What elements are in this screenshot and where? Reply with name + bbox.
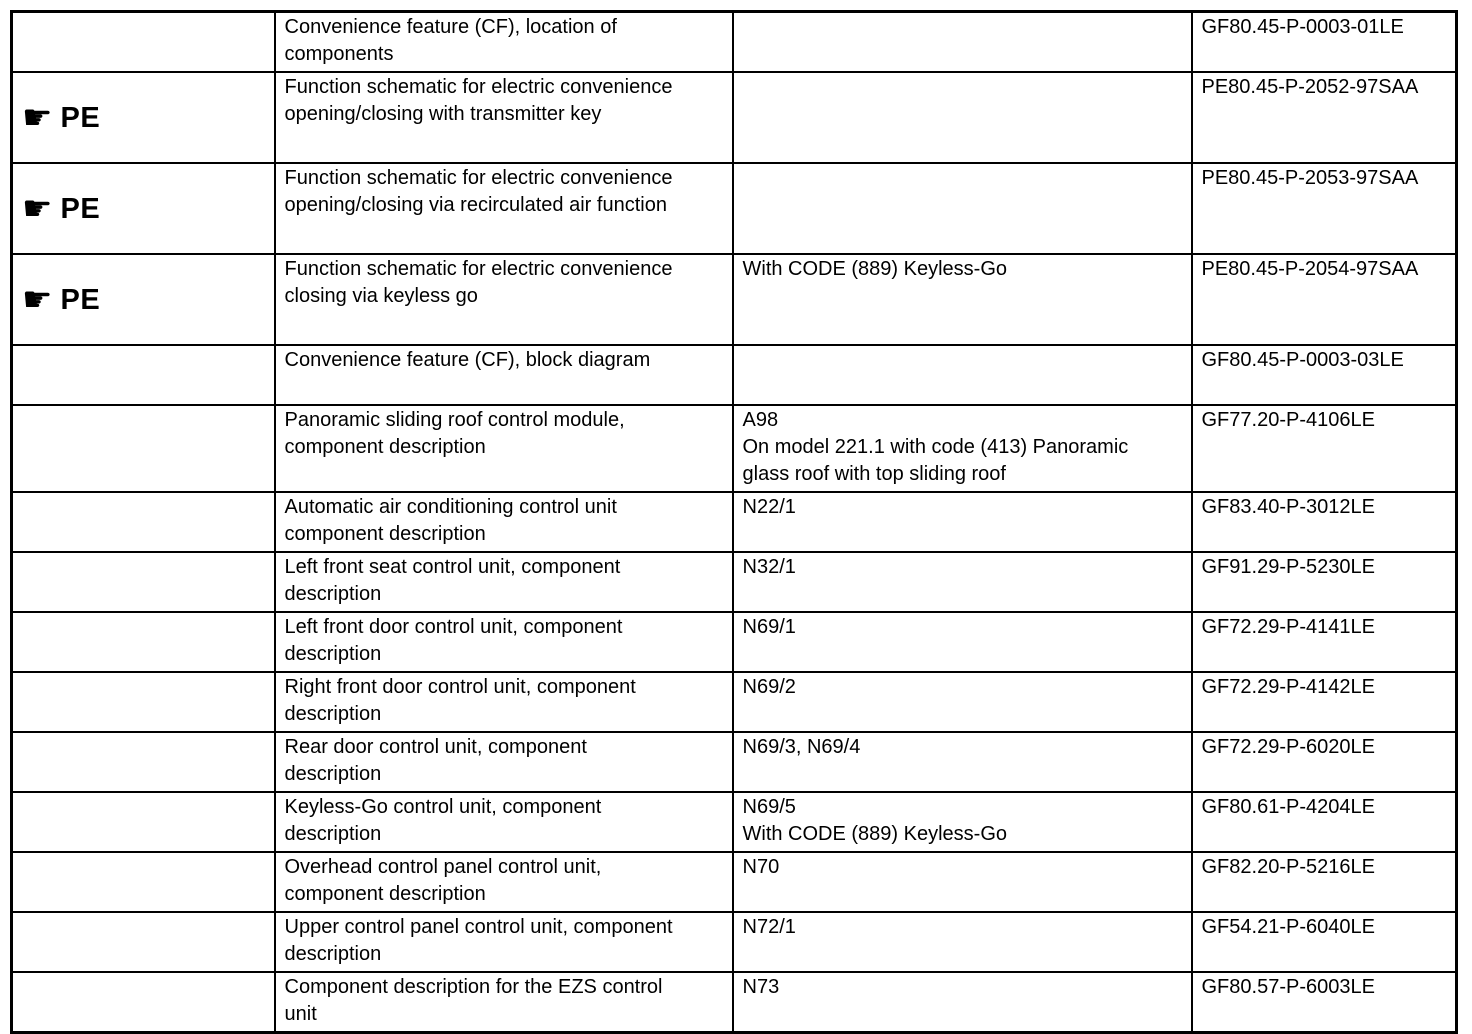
cell-document-code: GF83.40-P-3012LE — [1190, 491, 1458, 553]
cell-pe-link — [10, 791, 276, 853]
cell-document-code: PE80.45-P-2052-97SAA — [1190, 71, 1458, 164]
cell-document-code: GF80.45-P-0003-01LE — [1190, 10, 1458, 73]
cell-description: Function schematic for electric convenie… — [273, 162, 734, 255]
table-row: Left front seat control unit, component … — [10, 551, 1458, 613]
cell-document-code: PE80.45-P-2053-97SAA — [1190, 162, 1458, 255]
cell-pe-link — [10, 611, 276, 673]
cell-pe-link — [10, 491, 276, 553]
table-row: Convenience feature (CF), location of co… — [10, 10, 1458, 73]
cell-description: Component description for the EZS contro… — [273, 971, 734, 1034]
cell-note: N69/5 With CODE (889) Keyless-Go — [731, 791, 1193, 853]
cell-pe-link — [10, 344, 276, 406]
table-row: Overhead control panel control unit, com… — [10, 851, 1458, 913]
cell-description: Panoramic sliding roof control module, c… — [273, 404, 734, 493]
cell-description: Convenience feature (CF), block diagram — [273, 344, 734, 406]
cell-note: N69/2 — [731, 671, 1193, 733]
cell-description: Right front door control unit, component… — [273, 671, 734, 733]
cell-description: Keyless-Go control unit, component descr… — [273, 791, 734, 853]
cell-pe-link: ☛ PE — [10, 253, 276, 346]
cell-pe-link — [10, 10, 276, 73]
cell-note: A98 On model 221.1 with code (413) Panor… — [731, 404, 1193, 493]
cell-pe-link — [10, 851, 276, 913]
cell-description: Function schematic for electric convenie… — [273, 71, 734, 164]
pe-link[interactable]: ☛ PE — [22, 280, 268, 320]
cell-note: N70 — [731, 851, 1193, 913]
document-page: Convenience feature (CF), location of co… — [10, 10, 1458, 1034]
cell-note: N69/3, N69/4 — [731, 731, 1193, 793]
cell-document-code: GF80.45-P-0003-03LE — [1190, 344, 1458, 406]
table-row: Right front door control unit, component… — [10, 671, 1458, 733]
cell-pe-link — [10, 731, 276, 793]
cell-description: Function schematic for electric convenie… — [273, 253, 734, 346]
table-row: ☛ PE Function schematic for electric con… — [10, 71, 1458, 164]
cell-pe-link — [10, 971, 276, 1034]
table-row: Rear door control unit, component descri… — [10, 731, 1458, 793]
cell-note — [731, 344, 1193, 406]
table-row: Keyless-Go control unit, component descr… — [10, 791, 1458, 853]
pointing-hand-icon: ☛ — [22, 189, 53, 229]
cell-document-code: GF54.21-P-6040LE — [1190, 911, 1458, 973]
cell-note — [731, 162, 1193, 255]
cell-note: With CODE (889) Keyless-Go — [731, 253, 1193, 346]
cell-note: N32/1 — [731, 551, 1193, 613]
cell-description: Automatic air conditioning control unit … — [273, 491, 734, 553]
table-body: Convenience feature (CF), location of co… — [10, 10, 1458, 1034]
cell-pe-link — [10, 911, 276, 973]
cell-note — [731, 10, 1193, 73]
table-row: Left front door control unit, component … — [10, 611, 1458, 673]
cell-description: Left front seat control unit, component … — [273, 551, 734, 613]
pointing-hand-icon: ☛ — [22, 280, 53, 320]
cell-document-code: PE80.45-P-2054-97SAA — [1190, 253, 1458, 346]
cell-document-code: GF80.61-P-4204LE — [1190, 791, 1458, 853]
pe-link[interactable]: ☛ PE — [22, 98, 268, 138]
cell-description: Rear door control unit, component descri… — [273, 731, 734, 793]
cell-document-code: GF80.57-P-6003LE — [1190, 971, 1458, 1034]
cell-document-code: GF72.29-P-6020LE — [1190, 731, 1458, 793]
cell-pe-link — [10, 404, 276, 493]
cell-document-code: GF72.29-P-4142LE — [1190, 671, 1458, 733]
cell-pe-link: ☛ PE — [10, 71, 276, 164]
pe-label: PE — [60, 284, 101, 316]
cell-pe-link — [10, 551, 276, 613]
document-reference-table: Convenience feature (CF), location of co… — [10, 10, 1458, 1034]
table-row: Component description for the EZS contro… — [10, 971, 1458, 1034]
table-row: ☛ PE Function schematic for electric con… — [10, 162, 1458, 255]
pe-label: PE — [60, 193, 101, 225]
cell-description: Overhead control panel control unit, com… — [273, 851, 734, 913]
cell-pe-link — [10, 671, 276, 733]
table-row: Upper control panel control unit, compon… — [10, 911, 1458, 973]
cell-pe-link: ☛ PE — [10, 162, 276, 255]
table-row: ☛ PE Function schematic for electric con… — [10, 253, 1458, 346]
cell-note: N69/1 — [731, 611, 1193, 673]
pe-label: PE — [60, 102, 101, 134]
cell-note: N72/1 — [731, 911, 1193, 973]
table-row: Panoramic sliding roof control module, c… — [10, 404, 1458, 493]
cell-document-code: GF91.29-P-5230LE — [1190, 551, 1458, 613]
pe-link[interactable]: ☛ PE — [22, 189, 268, 229]
table-row: Automatic air conditioning control unit … — [10, 491, 1458, 553]
cell-description: Left front door control unit, component … — [273, 611, 734, 673]
cell-note — [731, 71, 1193, 164]
pointing-hand-icon: ☛ — [22, 98, 53, 138]
cell-document-code: GF72.29-P-4141LE — [1190, 611, 1458, 673]
cell-note: N22/1 — [731, 491, 1193, 553]
table-row: Convenience feature (CF), block diagram … — [10, 344, 1458, 406]
cell-description: Upper control panel control unit, compon… — [273, 911, 734, 973]
cell-document-code: GF82.20-P-5216LE — [1190, 851, 1458, 913]
cell-document-code: GF77.20-P-4106LE — [1190, 404, 1458, 493]
cell-note: N73 — [731, 971, 1193, 1034]
cell-description: Convenience feature (CF), location of co… — [273, 10, 734, 73]
